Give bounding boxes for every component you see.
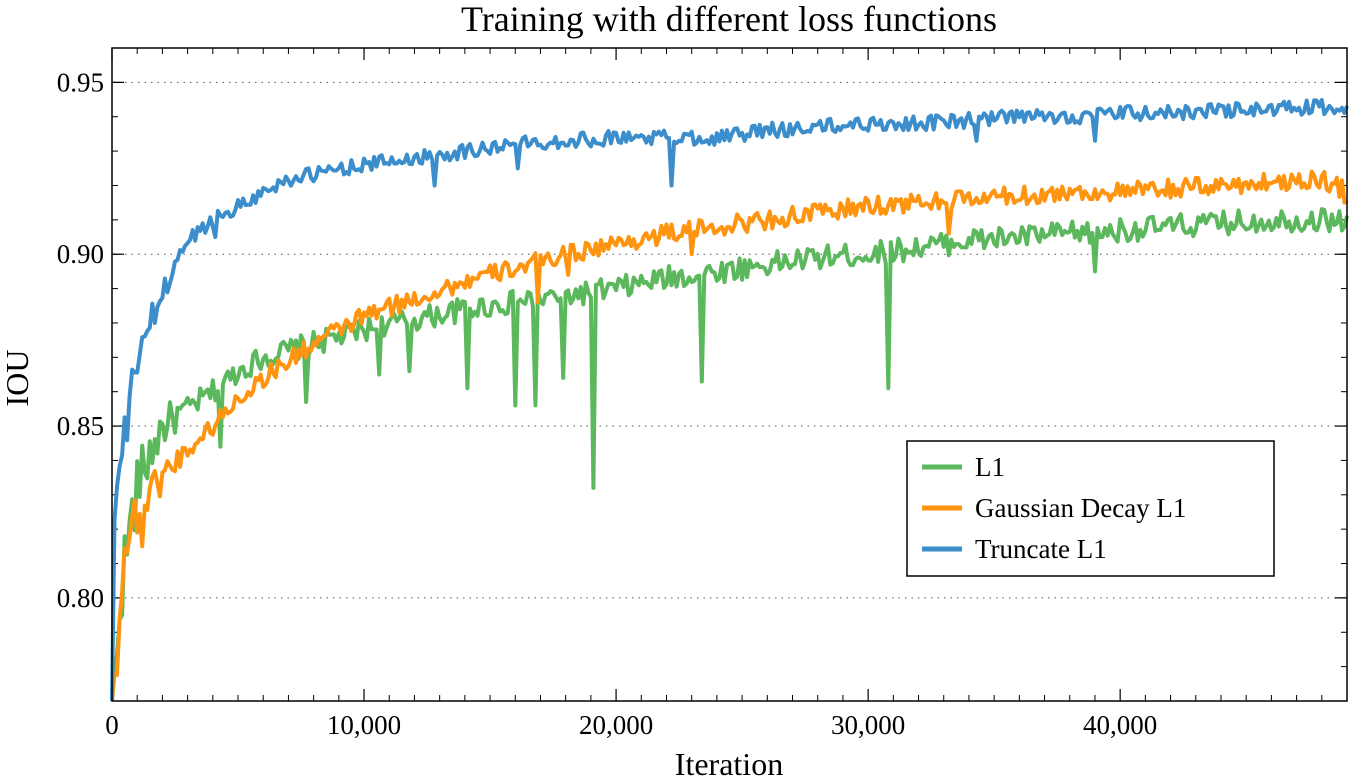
legend-box <box>906 440 1275 577</box>
x-tick-label: 30,000 <box>831 710 905 740</box>
series-line-gaussian-decay-l1 <box>110 169 1349 702</box>
x-axis-label: Iteration <box>675 746 783 779</box>
series-line-truncate-l1 <box>110 98 1349 702</box>
y-tick-label: 0.80 <box>57 583 104 613</box>
y-tick-label: 0.95 <box>57 67 104 97</box>
gridlines <box>112 81 1347 599</box>
y-tick-label: 0.90 <box>57 239 104 269</box>
y-axis-label: IOU <box>0 350 35 407</box>
y-tick-label: 0.85 <box>57 411 104 441</box>
legend: L1 Gaussian Decay L1 Truncate L1 <box>906 440 1275 577</box>
chart-title: Training with different loss functions <box>461 0 997 39</box>
plot-frame <box>111 47 1348 702</box>
legend-label-l1: L1 <box>975 452 1005 482</box>
x-tick-label: 20,000 <box>579 710 653 740</box>
x-tick-label: 40,000 <box>1083 710 1157 740</box>
legend-label-truncate-l1: Truncate L1 <box>975 534 1107 564</box>
x-axis-ticks: 0 10,000 20,000 30,000 40,000 <box>105 48 1348 740</box>
x-tick-label: 0 <box>105 710 119 740</box>
x-tick-label: 10,000 <box>327 710 401 740</box>
series-layer <box>110 98 1349 702</box>
legend-label-gaussian-decay-l1: Gaussian Decay L1 <box>975 493 1186 523</box>
